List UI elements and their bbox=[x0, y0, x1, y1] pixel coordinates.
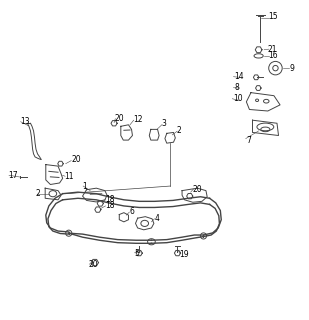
Text: 1: 1 bbox=[83, 181, 87, 190]
Text: 20: 20 bbox=[115, 114, 124, 123]
Text: 2: 2 bbox=[176, 126, 181, 135]
Text: 16: 16 bbox=[268, 52, 277, 60]
Text: 17: 17 bbox=[8, 171, 18, 180]
Text: 20: 20 bbox=[71, 156, 81, 164]
Text: 12: 12 bbox=[134, 115, 143, 124]
Text: 9: 9 bbox=[289, 64, 294, 73]
Text: 18: 18 bbox=[105, 201, 115, 211]
Text: 18: 18 bbox=[105, 195, 115, 204]
Text: 14: 14 bbox=[234, 72, 244, 81]
Text: 13: 13 bbox=[20, 117, 29, 126]
Text: 8: 8 bbox=[234, 83, 239, 92]
Text: 20: 20 bbox=[193, 185, 202, 194]
Text: 2: 2 bbox=[36, 189, 40, 198]
Text: 15: 15 bbox=[268, 12, 277, 20]
Text: 11: 11 bbox=[65, 172, 74, 181]
Text: 7: 7 bbox=[246, 136, 251, 145]
Text: 19: 19 bbox=[179, 250, 188, 259]
Text: 20: 20 bbox=[89, 260, 98, 269]
Text: 3: 3 bbox=[162, 119, 167, 128]
Text: 10: 10 bbox=[233, 94, 243, 103]
Text: 6: 6 bbox=[129, 207, 134, 216]
Text: 4: 4 bbox=[154, 214, 159, 223]
Text: 21: 21 bbox=[268, 45, 277, 54]
Text: 5: 5 bbox=[134, 249, 139, 258]
